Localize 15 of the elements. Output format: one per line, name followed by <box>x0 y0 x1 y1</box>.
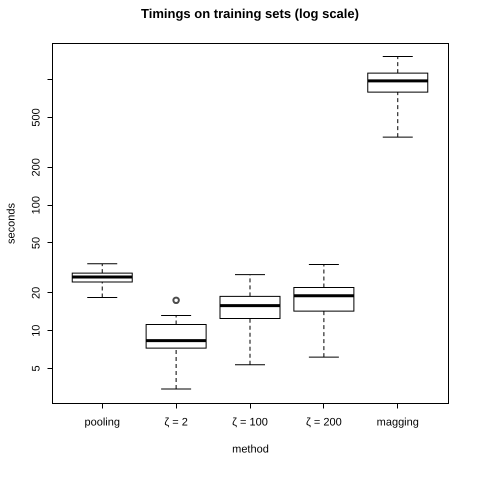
y-tick-label: 500 <box>30 108 42 127</box>
x-tick-label: ζ = 2 <box>164 416 188 428</box>
x-axis-title: method <box>232 444 269 456</box>
y-tick-label: 100 <box>30 196 42 214</box>
x-tick-label: pooling <box>84 416 120 428</box>
y-tick-label: 10 <box>30 324 42 337</box>
y-tick-label: 50 <box>30 236 42 250</box>
y-tick-label: 20 <box>30 286 42 300</box>
y-tick-label: 200 <box>30 158 42 177</box>
y-axis-title: seconds <box>6 202 18 244</box>
chart-title: Timings on training sets (log scale) <box>141 6 359 21</box>
x-tick-label: ζ = 100 <box>232 416 268 428</box>
y-tick-label: 5 <box>30 365 42 372</box>
x-tick-label: magging <box>376 416 419 428</box>
x-tick-label: ζ = 200 <box>306 416 342 428</box>
